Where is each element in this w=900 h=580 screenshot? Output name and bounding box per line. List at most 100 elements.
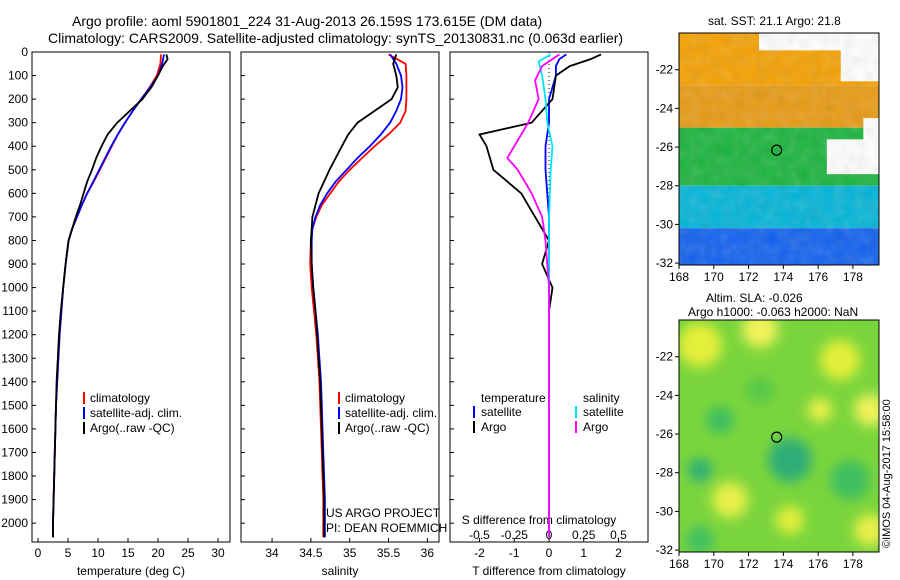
temperature-xtick-label: 15 xyxy=(121,546,135,560)
sla-profile-marker xyxy=(771,431,783,443)
difference-top-xtick-label: -0.5 xyxy=(469,528,490,542)
sla-blob xyxy=(686,526,714,552)
temperature-xtick-label: 5 xyxy=(65,546,72,560)
sla-map xyxy=(678,319,880,553)
sla_map-xtick-label: 174 xyxy=(773,557,793,571)
title-line-1: Argo profile: aoml 5901801_224 31-Aug-20… xyxy=(72,13,543,29)
sst_map-xtick-label: 168 xyxy=(669,270,689,284)
difference-xtick-label: 1 xyxy=(580,546,587,560)
sla_map-ytick-label: -24 xyxy=(656,388,674,402)
sla-blob xyxy=(712,482,748,518)
salinity-xtick-label: 34 xyxy=(265,546,279,560)
sla_map-xtick-label: 178 xyxy=(843,557,863,571)
sla-blob xyxy=(830,460,870,500)
difference-legend: temperature salinity satellite Argo sate… xyxy=(473,391,624,434)
sst_map-ytick-label: -32 xyxy=(656,256,674,270)
sla_map-xtick-label: 170 xyxy=(704,557,724,571)
legend-salinity-header: salinity xyxy=(583,391,620,405)
sla_map-ytick-label: -32 xyxy=(656,543,674,557)
depth-tick-label: 1400 xyxy=(1,375,28,389)
title-line-2: Climatology: CARS2009. Satellite-adjuste… xyxy=(48,30,624,46)
sst_map-ytick-label: -24 xyxy=(656,101,674,115)
temperature-series-line xyxy=(52,54,162,538)
sst_map-ytick-label: -22 xyxy=(656,63,674,77)
sst_map-ytick-label: -28 xyxy=(656,179,674,193)
sla-blob xyxy=(742,320,778,348)
temperature-xtick-label: 25 xyxy=(181,546,195,560)
salinity-panel-frame xyxy=(240,51,440,543)
sla-blob xyxy=(808,398,832,422)
depth-tick-label: 1800 xyxy=(1,469,28,483)
difference-top-xtick-label: 0.25 xyxy=(572,528,596,542)
sst-texture xyxy=(679,33,879,265)
sla-map-fill xyxy=(679,320,879,552)
legend-s-satellite-label: satellite xyxy=(583,405,624,419)
temperature-xtick-label: 20 xyxy=(151,546,165,560)
sla-blob xyxy=(854,394,879,426)
sst-map-frame xyxy=(678,32,880,266)
sst_map-xtick-label: 178 xyxy=(843,270,863,284)
depth-tick-label: 800 xyxy=(8,233,28,247)
depth-tick-label: 100 xyxy=(8,69,28,83)
temperature-xtick-label: 10 xyxy=(91,546,105,560)
sst_map-ytick-label: -26 xyxy=(656,140,674,154)
sla_map-ytick-label: -22 xyxy=(656,350,674,364)
temperature-xlabel: temperature (deg C) xyxy=(77,564,185,578)
temperature-series-line xyxy=(52,54,169,538)
sla_map-xtick-label: 172 xyxy=(739,557,759,571)
sla_map-xtick-label: 168 xyxy=(669,557,689,571)
depth-tick-label: 1100 xyxy=(2,304,28,318)
sst-map-title: sat. SST: 21.1 Argo: 21.8 xyxy=(708,14,841,28)
depth-tick-label: 2000 xyxy=(1,516,28,530)
depth-tick-label: 1300 xyxy=(1,351,28,365)
temperature-xtick-label: 30 xyxy=(211,546,225,560)
sla-blob xyxy=(854,514,879,546)
sla-blob xyxy=(768,438,812,482)
difference-series-line xyxy=(478,53,602,538)
project-name: US ARGO PROJECT xyxy=(326,506,441,520)
depth-tick-label: 1900 xyxy=(1,493,28,507)
sst-map-fill xyxy=(679,33,879,265)
legend-temperature-header: temperature xyxy=(481,391,546,405)
difference-xlabel: T difference from climatology xyxy=(472,564,626,578)
salinity-xtick-label: 35 xyxy=(343,546,357,560)
sla_map-ytick-label: -28 xyxy=(656,466,674,480)
difference-xtick-label: -2 xyxy=(474,546,485,560)
sla-blob xyxy=(820,340,860,380)
sla-blob xyxy=(776,506,804,534)
sla_map-xtick-label: 176 xyxy=(808,557,828,571)
salinity-legend: climatology satellite-adj. clim. Argo(..… xyxy=(338,391,437,435)
legend-argo-label: Argo(..raw -QC) xyxy=(90,421,175,435)
difference-xtick-label: 0 xyxy=(546,546,553,560)
legend-s-argo-label: Argo xyxy=(583,420,609,434)
depth-tick-label: 500 xyxy=(8,163,28,177)
temperature-legend: climatology satellite-adj. clim. Argo(..… xyxy=(83,391,182,435)
temperature-xtick-label: 0 xyxy=(35,546,42,560)
sla-map-frame xyxy=(678,319,880,553)
depth-tick-label: 300 xyxy=(8,116,28,130)
depth-tick-label: 200 xyxy=(8,92,28,106)
sst_map-xtick-label: 170 xyxy=(704,270,724,284)
salinity-series-line xyxy=(310,53,404,538)
sla_map-ytick-label: -30 xyxy=(656,504,674,518)
depth-tick-label: 0 xyxy=(21,45,28,59)
sst_map-xtick-label: 172 xyxy=(739,270,759,284)
depth-tick-label: 1700 xyxy=(1,445,28,459)
difference-top-xtick-label: -0.25 xyxy=(501,528,529,542)
difference-xtick-label: 2 xyxy=(615,546,622,560)
imos-timestamp: ©IMOS 04-Aug-2017 15:58:00 xyxy=(881,399,893,548)
sla-blob xyxy=(746,376,774,404)
depth-tick-label: 900 xyxy=(8,257,28,271)
sla-blob xyxy=(706,406,734,434)
depth-tick-label: 1000 xyxy=(1,281,28,295)
sla-blob xyxy=(688,458,712,482)
legend-t-argo-label: Argo xyxy=(481,420,507,434)
project-pi: PI: DEAN ROEMMICH xyxy=(326,521,447,535)
sst-profile-marker xyxy=(771,144,783,156)
salinity-xlabel: salinity xyxy=(322,564,359,578)
legend-climatology-label: climatology xyxy=(345,391,405,405)
sla-map-subtitle: Argo h1000: -0.063 h2000: NaN xyxy=(688,305,858,319)
temperature-panel-frame xyxy=(31,51,231,543)
legend-t-satellite-label: satellite xyxy=(481,405,522,419)
